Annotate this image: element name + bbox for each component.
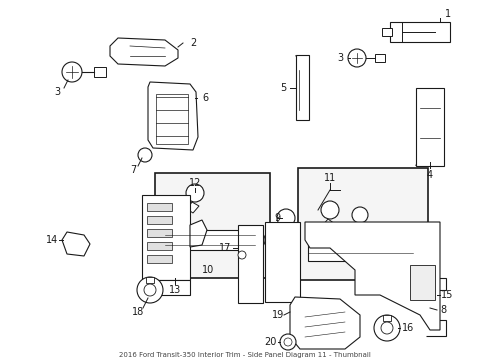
Bar bbox=[147, 255, 172, 263]
Polygon shape bbox=[186, 202, 199, 213]
Polygon shape bbox=[305, 222, 439, 330]
Polygon shape bbox=[190, 220, 206, 247]
Circle shape bbox=[238, 251, 245, 259]
Bar bbox=[389, 22, 449, 42]
Bar bbox=[295, 55, 308, 120]
Circle shape bbox=[373, 315, 399, 341]
Text: 20: 20 bbox=[263, 337, 276, 347]
Bar bbox=[381, 28, 391, 36]
Polygon shape bbox=[352, 223, 364, 234]
Bar bbox=[147, 242, 172, 250]
Text: 17: 17 bbox=[218, 243, 231, 253]
Text: 14: 14 bbox=[46, 235, 58, 245]
Text: 13: 13 bbox=[168, 285, 181, 295]
Bar bbox=[307, 245, 412, 261]
Text: 11: 11 bbox=[323, 173, 335, 183]
Bar bbox=[264, 222, 299, 302]
Text: 1: 1 bbox=[444, 9, 450, 19]
Text: 7: 7 bbox=[130, 165, 136, 175]
Circle shape bbox=[185, 184, 203, 202]
Text: 16: 16 bbox=[401, 323, 413, 333]
Text: 3: 3 bbox=[54, 87, 60, 97]
Bar bbox=[409, 265, 434, 300]
Bar bbox=[147, 229, 172, 237]
Text: 8: 8 bbox=[439, 305, 445, 315]
Text: 18: 18 bbox=[132, 307, 144, 317]
Circle shape bbox=[244, 230, 264, 250]
Bar bbox=[156, 94, 187, 144]
Circle shape bbox=[284, 338, 291, 346]
Circle shape bbox=[280, 334, 295, 350]
Bar bbox=[94, 67, 106, 77]
Text: 15: 15 bbox=[440, 290, 452, 300]
Polygon shape bbox=[278, 227, 290, 239]
Text: 2016 Ford Transit-350 Interior Trim - Side Panel Diagram 11 - Thumbnail: 2016 Ford Transit-350 Interior Trim - Si… bbox=[118, 352, 370, 358]
Text: 6: 6 bbox=[202, 93, 207, 103]
Bar bbox=[142, 280, 190, 295]
Bar bbox=[147, 216, 172, 224]
Text: 9: 9 bbox=[273, 213, 280, 223]
Bar bbox=[297, 168, 427, 280]
Circle shape bbox=[143, 284, 156, 296]
Circle shape bbox=[137, 277, 163, 303]
Text: 3: 3 bbox=[336, 53, 343, 63]
Text: 10: 10 bbox=[202, 265, 214, 275]
Bar bbox=[146, 277, 154, 283]
Polygon shape bbox=[321, 219, 334, 231]
Circle shape bbox=[320, 201, 338, 219]
Circle shape bbox=[347, 49, 365, 67]
Text: 19: 19 bbox=[271, 310, 284, 320]
Bar bbox=[147, 203, 172, 211]
Polygon shape bbox=[62, 232, 90, 256]
Text: 2: 2 bbox=[189, 38, 196, 48]
Bar bbox=[382, 315, 390, 321]
Polygon shape bbox=[148, 82, 198, 150]
Circle shape bbox=[276, 209, 294, 227]
Circle shape bbox=[351, 207, 367, 223]
Bar bbox=[142, 195, 190, 280]
Text: 4: 4 bbox=[426, 170, 432, 180]
Text: 5: 5 bbox=[279, 83, 285, 93]
Polygon shape bbox=[425, 278, 445, 336]
Bar bbox=[155, 173, 269, 278]
Circle shape bbox=[155, 230, 175, 250]
Bar bbox=[164, 230, 254, 250]
Bar bbox=[374, 54, 384, 62]
Circle shape bbox=[62, 62, 82, 82]
Bar bbox=[238, 225, 263, 303]
Circle shape bbox=[138, 148, 152, 162]
Bar bbox=[415, 88, 443, 166]
Circle shape bbox=[380, 322, 392, 334]
Polygon shape bbox=[110, 38, 178, 66]
Polygon shape bbox=[289, 297, 359, 349]
Text: 12: 12 bbox=[188, 178, 201, 188]
